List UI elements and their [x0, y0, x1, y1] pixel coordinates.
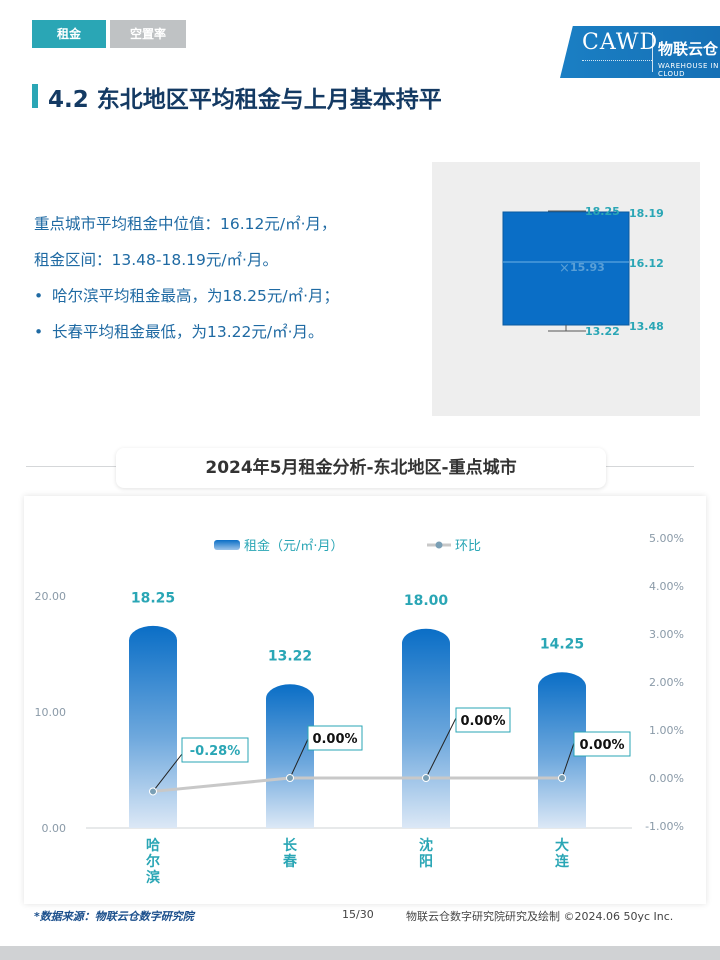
line-callout-leader [561, 742, 575, 779]
summary-range: 租金区间：13.48-18.19元/㎡·月。 [34, 251, 278, 269]
section-title: 4.2 东北地区平均租金与上月基本持平 [48, 87, 442, 113]
line-callout-box [181, 737, 249, 763]
legend-bar-label: 租金（元/㎡·月） [244, 538, 344, 554]
left-axis-tick-label: 20.00 [35, 590, 67, 603]
line-callout-leader [425, 717, 457, 779]
bar-series: 18.25 13.22 18.00 14.25 [129, 590, 586, 828]
footer-credit: 物联云仓数字研究院研究及绘制 ©2024.06 50yc Inc. [406, 910, 674, 923]
footer-source: *数据来源：物联云仓数字研究院 [34, 910, 194, 923]
line-value-label: 0.00% [579, 738, 624, 753]
legend-line-dot [435, 541, 443, 549]
bar-3 [538, 672, 586, 828]
line-callout-leader [152, 753, 183, 792]
summary-item-lowest: • 长春平均租金最低，为13.22元/㎡·月。 [34, 314, 424, 350]
legend-line-label: 环比 [455, 539, 481, 554]
right-axis-tick-label: 5.00% [649, 532, 684, 545]
boxplot-box [502, 211, 630, 326]
boxplot-median-label: 16.12 [629, 257, 664, 270]
boxplot-min-label: 13.22 [585, 325, 620, 338]
bullet-icon: • [34, 323, 44, 341]
bar-value-label: 13.22 [268, 649, 312, 665]
line-series: -0.28% 0.00% 0.00% 0.00% [149, 707, 631, 796]
chart-title: 2024年5月租金分析-东北地区-重点城市 [116, 448, 606, 488]
logo-company-name: 物联云仓 [658, 40, 719, 58]
summary-median: 重点城市平均租金中位值：16.12元/㎡·月， [34, 215, 337, 233]
boxplot-panel: × 15.93 18.25 18.19 16.12 13.48 13.22 [432, 162, 700, 416]
line-callout-box [455, 707, 511, 733]
bottom-strip [0, 946, 720, 960]
bar-2 [402, 628, 450, 828]
boxplot-q1-label: 13.48 [629, 320, 664, 333]
boxplot-max-label: 18.25 [585, 205, 620, 218]
logo-company-sub: WAREHOUSE IN CLOUD [658, 62, 719, 78]
bar-value-label: 18.00 [404, 593, 449, 609]
line-point [286, 774, 294, 782]
right-axis-tick-label: 0.00% [649, 772, 684, 785]
boxplot-q3-label: 18.19 [629, 207, 664, 220]
footer-page-number: 15/30 [342, 908, 374, 921]
title-accent-bar [32, 84, 38, 108]
boxplot-svg: × 15.93 18.25 18.19 16.12 13.48 13.22 [502, 205, 664, 338]
chart-legend: 租金（元/㎡·月） 环比 [214, 538, 481, 554]
line-point [149, 787, 157, 796]
right-axis: -1.00% 0.00% 1.00% 2.00% 3.00% 4.00% 5.00% [645, 532, 684, 833]
legend-bar-swatch [214, 540, 240, 550]
brand-logo: CAWD 物联云仓 WAREHOUSE IN CLOUD [560, 26, 720, 78]
line-point [558, 774, 566, 782]
left-axis-tick-label: 0.00 [42, 822, 67, 835]
line-value-label: 0.00% [312, 732, 357, 747]
line-path [152, 776, 562, 793]
tab-vacancy-rate[interactable]: 空置率 [110, 20, 186, 48]
divider-right [606, 466, 694, 467]
line-value-label: -0.28% [190, 744, 241, 759]
summary-item-highest-text: 哈尔滨平均租金最高，为18.25元/㎡·月； [52, 287, 340, 305]
chart-card: 租金（元/㎡·月） 环比 0.00 10.00 20.00 -1.00% 0.00% 1… [24, 496, 706, 904]
divider-left [26, 466, 116, 467]
summary-text: 重点城市平均租金中位值：16.12元/㎡·月， 租金区间：13.48-18.19… [34, 206, 424, 350]
logo-separator [652, 32, 653, 72]
boxplot-mean-marker: × [559, 261, 570, 276]
summary-item-lowest-text: 长春平均租金最低，为13.22元/㎡·月。 [52, 323, 324, 341]
summary-item-highest: • 哈尔滨平均租金最高，为18.25元/㎡·月； [34, 278, 424, 314]
x-axis-category-label: 哈尔滨 [146, 837, 160, 886]
line-point [422, 774, 430, 782]
right-axis-tick-label: 4.00% [649, 580, 684, 593]
right-axis-tick-label: 3.00% [649, 628, 684, 641]
line-callout-leader [289, 738, 309, 779]
x-axis-category-label: 长春 [282, 837, 298, 870]
right-axis-tick-label: 1.00% [649, 724, 684, 737]
logo-underline [582, 60, 652, 63]
right-axis-tick-label: -1.00% [645, 820, 684, 833]
bullet-icon: • [34, 287, 44, 305]
right-axis-tick-label: 2.00% [649, 676, 684, 689]
line-callout-box [307, 725, 363, 751]
tab-rent[interactable]: 租金 [32, 20, 106, 48]
bar-value-label: 14.25 [540, 637, 584, 653]
x-axis-category-label: 沈阳 [419, 837, 433, 870]
logo-cawd-text: CAWD [582, 30, 659, 55]
line-value-label: 0.00% [460, 714, 505, 729]
x-axis-labels: 哈尔滨 长春 沈阳 大连 [146, 837, 570, 886]
bar-value-label: 18.25 [131, 590, 175, 606]
x-axis-category-label: 大连 [555, 837, 570, 870]
left-axis-tick-label: 10.00 [35, 706, 67, 719]
bar-1 [266, 684, 314, 828]
left-axis: 0.00 10.00 20.00 [35, 590, 67, 835]
boxplot-mean-label: 15.93 [570, 261, 605, 274]
bar-0 [129, 625, 177, 828]
line-callout-box [573, 731, 631, 757]
